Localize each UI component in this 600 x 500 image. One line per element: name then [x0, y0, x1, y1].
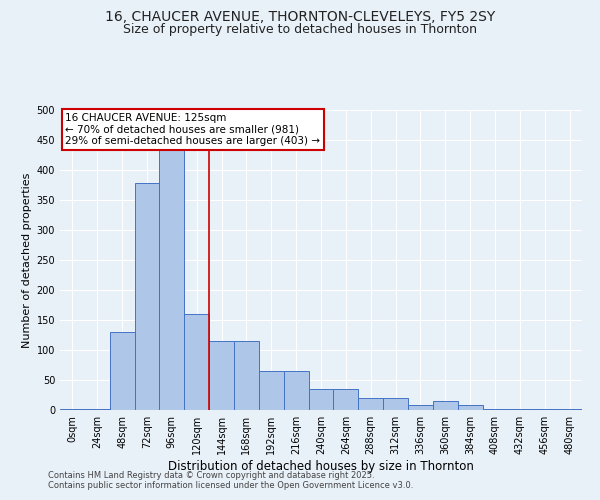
Text: 16 CHAUCER AVENUE: 125sqm
← 70% of detached houses are smaller (981)
29% of semi: 16 CHAUCER AVENUE: 125sqm ← 70% of detac… — [65, 113, 320, 146]
Bar — [557, 409, 582, 410]
Bar — [234, 341, 259, 410]
Bar — [532, 409, 557, 410]
Text: 16, CHAUCER AVENUE, THORNTON-CLEVELEYS, FY5 2SY: 16, CHAUCER AVENUE, THORNTON-CLEVELEYS, … — [105, 10, 495, 24]
Y-axis label: Number of detached properties: Number of detached properties — [22, 172, 32, 348]
Bar — [85, 409, 110, 410]
Bar — [134, 183, 160, 410]
Text: Contains HM Land Registry data © Crown copyright and database right 2025.
Contai: Contains HM Land Registry data © Crown c… — [48, 470, 413, 490]
X-axis label: Distribution of detached houses by size in Thornton: Distribution of detached houses by size … — [168, 460, 474, 472]
Bar — [408, 405, 433, 410]
Bar — [433, 401, 458, 410]
Bar — [308, 389, 334, 410]
Bar — [184, 314, 209, 410]
Bar — [383, 398, 408, 410]
Bar — [160, 149, 184, 410]
Bar — [334, 389, 358, 410]
Bar — [110, 332, 134, 410]
Bar — [458, 405, 482, 410]
Bar — [508, 409, 532, 410]
Text: Size of property relative to detached houses in Thornton: Size of property relative to detached ho… — [123, 22, 477, 36]
Bar — [60, 409, 85, 410]
Bar — [358, 398, 383, 410]
Bar — [284, 371, 308, 410]
Bar — [259, 371, 284, 410]
Bar — [209, 341, 234, 410]
Bar — [482, 409, 508, 410]
